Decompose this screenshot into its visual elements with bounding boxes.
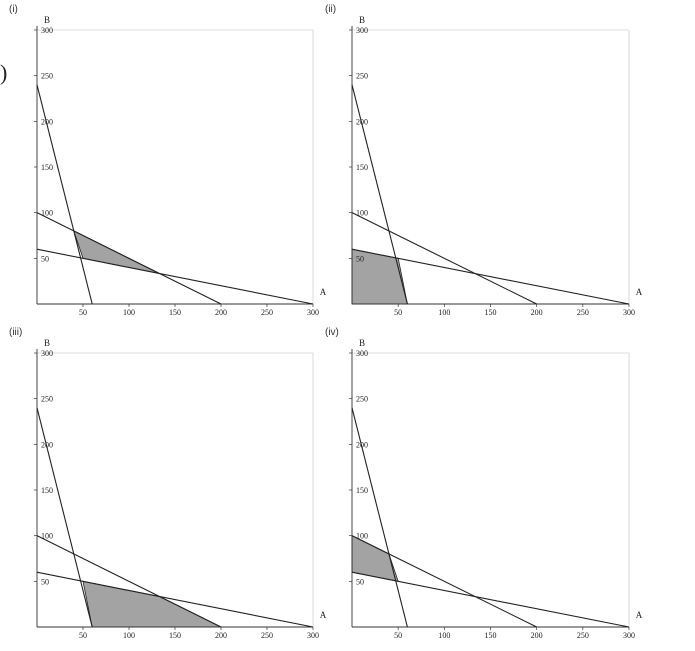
y-tick-label: 200 <box>41 440 53 449</box>
x-tick-label: 50 <box>394 308 402 317</box>
x-tick-label: 200 <box>215 631 227 640</box>
constraint-line <box>351 84 408 305</box>
panel-label: (i) <box>9 4 18 15</box>
constraint-line <box>36 212 222 305</box>
x-axis-label: A <box>320 610 327 620</box>
y-tick-label: 250 <box>41 72 53 81</box>
x-tick-label: 150 <box>485 308 497 317</box>
constraint-line <box>36 571 314 628</box>
y-tick-label: 50 <box>356 577 364 586</box>
x-tick-label: 300 <box>623 308 635 317</box>
x-tick-label: 250 <box>577 631 589 640</box>
y-tick-label: 200 <box>356 440 368 449</box>
x-axis-label: A <box>636 610 643 620</box>
y-tick-label: 50 <box>356 254 364 263</box>
x-tick-label: 250 <box>261 308 273 317</box>
constraint-line <box>351 248 630 305</box>
x-tick-label: 200 <box>531 631 543 640</box>
y-tick-label: 300 <box>41 26 53 35</box>
y-tick-label: 250 <box>41 395 53 404</box>
y-tick-label: 50 <box>41 577 49 586</box>
x-tick-label: 100 <box>123 631 135 640</box>
constraint-line <box>36 248 314 305</box>
y-tick-label: 100 <box>356 209 368 218</box>
y-tick-label: 100 <box>41 209 53 218</box>
y-tick-label: 150 <box>356 163 368 172</box>
y-tick-label: 150 <box>41 486 53 495</box>
x-tick-label: 200 <box>215 308 227 317</box>
x-axis-label: A <box>320 287 327 297</box>
y-tick-label: 200 <box>356 117 368 126</box>
y-tick-label: 300 <box>356 26 368 35</box>
constraint-line <box>351 571 630 628</box>
constraint-line <box>351 535 537 628</box>
x-tick-label: 50 <box>79 308 87 317</box>
panel-label: (ii) <box>325 4 336 15</box>
x-tick-label: 150 <box>169 308 181 317</box>
constraint-line <box>36 535 222 628</box>
y-axis-label: B <box>44 338 50 348</box>
y-tick-label: 100 <box>356 532 368 541</box>
shaded-region <box>351 535 399 582</box>
x-tick-label: 150 <box>485 631 497 640</box>
y-tick-label: 100 <box>41 532 53 541</box>
y-tick-label: 50 <box>41 254 49 263</box>
constraint-line <box>36 84 93 305</box>
y-tick-label: 150 <box>356 486 368 495</box>
y-tick-label: 150 <box>41 163 53 172</box>
x-tick-label: 300 <box>623 631 635 640</box>
y-tick-label: 300 <box>41 349 53 358</box>
paren-fragment: ) <box>0 60 7 85</box>
x-tick-label: 100 <box>438 308 450 317</box>
x-tick-label: 300 <box>307 631 319 640</box>
x-tick-label: 100 <box>123 308 135 317</box>
y-axis-label: B <box>44 15 50 25</box>
x-axis-label: A <box>636 287 643 297</box>
y-axis-label: B <box>359 15 365 25</box>
y-axis-label: B <box>359 338 365 348</box>
y-tick-label: 200 <box>41 117 53 126</box>
constraint-line <box>351 407 408 628</box>
x-tick-label: 250 <box>261 631 273 640</box>
constraint-line <box>36 407 93 628</box>
x-tick-label: 250 <box>577 308 589 317</box>
y-tick-label: 250 <box>356 395 368 404</box>
panel-label: (iii) <box>9 327 22 338</box>
x-tick-label: 50 <box>394 631 402 640</box>
x-tick-label: 100 <box>438 631 450 640</box>
panel-label: (iv) <box>325 327 339 338</box>
constraint-line <box>351 212 537 305</box>
x-tick-label: 150 <box>169 631 181 640</box>
x-tick-label: 50 <box>79 631 87 640</box>
y-tick-label: 250 <box>356 72 368 81</box>
y-tick-label: 300 <box>356 349 368 358</box>
x-tick-label: 200 <box>531 308 543 317</box>
x-tick-label: 300 <box>307 308 319 317</box>
